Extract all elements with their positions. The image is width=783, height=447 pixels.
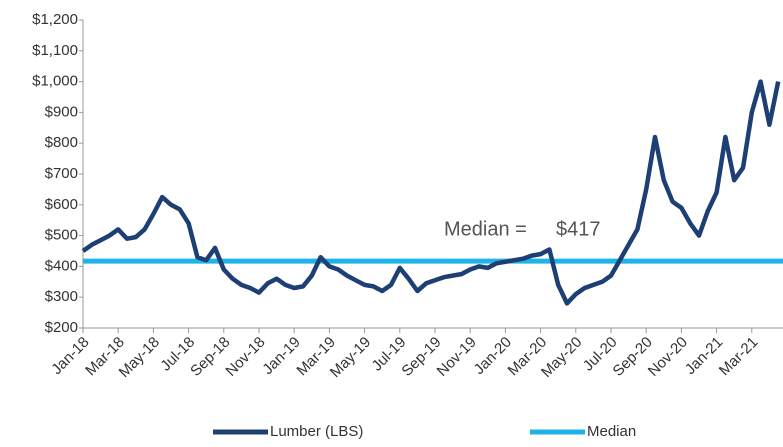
- x-tick-label: Mar-21: [716, 334, 762, 380]
- y-tick-label: $1,000: [32, 73, 78, 90]
- legend-label: Median: [587, 423, 636, 440]
- y-tick-label: $1,100: [32, 42, 78, 59]
- median-annotation-value: $417: [556, 218, 601, 240]
- y-tick-label: $500: [45, 227, 78, 244]
- y-tick-label: $700: [45, 165, 78, 182]
- y-tick-label: $600: [45, 196, 78, 213]
- y-tick-label: $900: [45, 103, 78, 120]
- x-tick-label: Nov-19: [434, 334, 480, 380]
- x-tick-label: Nov-18: [222, 334, 268, 380]
- y-tick-label: $800: [45, 134, 78, 151]
- y-tick-label: $200: [45, 319, 78, 336]
- median-annotation: Median =: [444, 218, 527, 240]
- y-tick-label: $300: [45, 288, 78, 305]
- y-tick-label: $1,200: [32, 11, 78, 28]
- legend-label: Lumber (LBS): [270, 423, 363, 440]
- x-tick-label: Nov-20: [645, 334, 691, 380]
- y-tick-label: $400: [45, 257, 78, 274]
- lumber-line: [81, 79, 781, 306]
